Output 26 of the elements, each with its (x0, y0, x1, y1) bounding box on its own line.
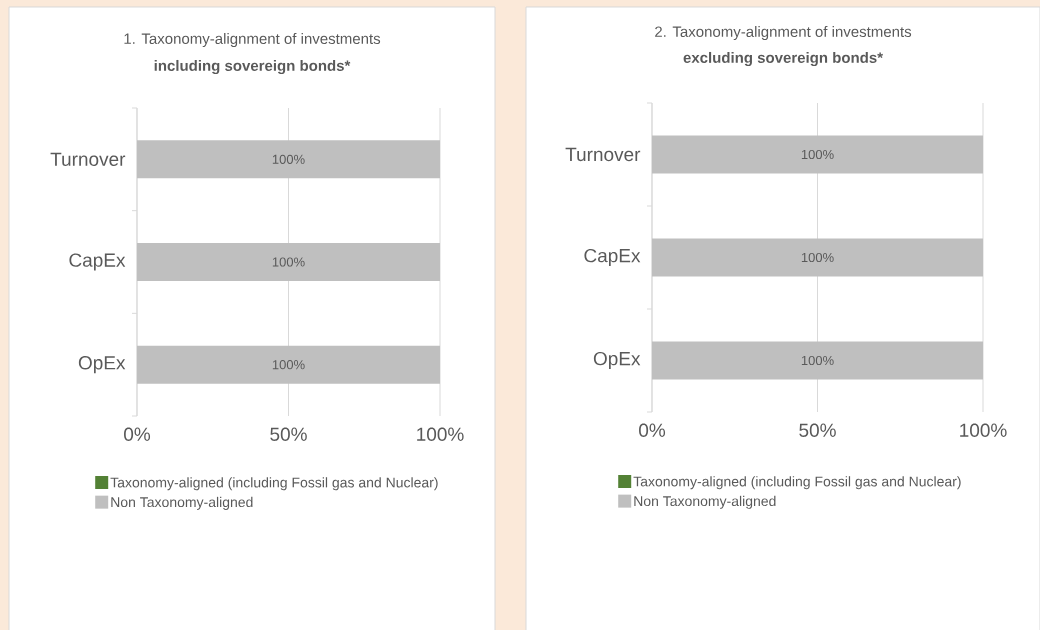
x-tick-label: 50% (270, 427, 307, 441)
x-tick-label: 0% (639, 423, 666, 437)
chart-title: 1. Taxonomy-alignment of investments (124, 33, 381, 47)
legend-label: Non Taxonomy-aligned (111, 496, 253, 510)
data-label: 100% (272, 257, 305, 267)
data-label: 100% (801, 149, 834, 160)
y-tick-label: OpEx (78, 356, 126, 374)
legend-label: Taxonomy-aligned (including Fossil gas and Nuclear) (110, 477, 438, 491)
y-tick-label: CapEx (584, 248, 641, 267)
data-label: 100% (272, 360, 305, 370)
data-label: 100% (272, 154, 305, 164)
y-tick-label: CapEx (69, 253, 126, 271)
y-tick-label: Turnover (565, 147, 641, 162)
chart-subtitle: excluding sovereign bonds* (683, 51, 884, 67)
x-tick-label: 50% (799, 423, 836, 437)
data-label: 100% (801, 355, 834, 366)
legend-label: Taxonomy-aligned (including Fossil gas and Nuclear) (633, 476, 961, 490)
y-tick-label: Turnover (50, 152, 126, 166)
data-label: 100% (801, 252, 834, 263)
x-tick-label: 100% (417, 427, 464, 441)
legend-label: Non Taxonomy-aligned (634, 495, 776, 509)
y-tick-label: OpEx (593, 351, 641, 370)
x-tick-label: 100% (960, 423, 1007, 437)
chart-subtitle: including sovereign bonds* (154, 59, 351, 75)
chart-title: 2. Taxonomy-alignment of investments (655, 26, 912, 40)
x-tick-label: 0% (124, 427, 151, 441)
